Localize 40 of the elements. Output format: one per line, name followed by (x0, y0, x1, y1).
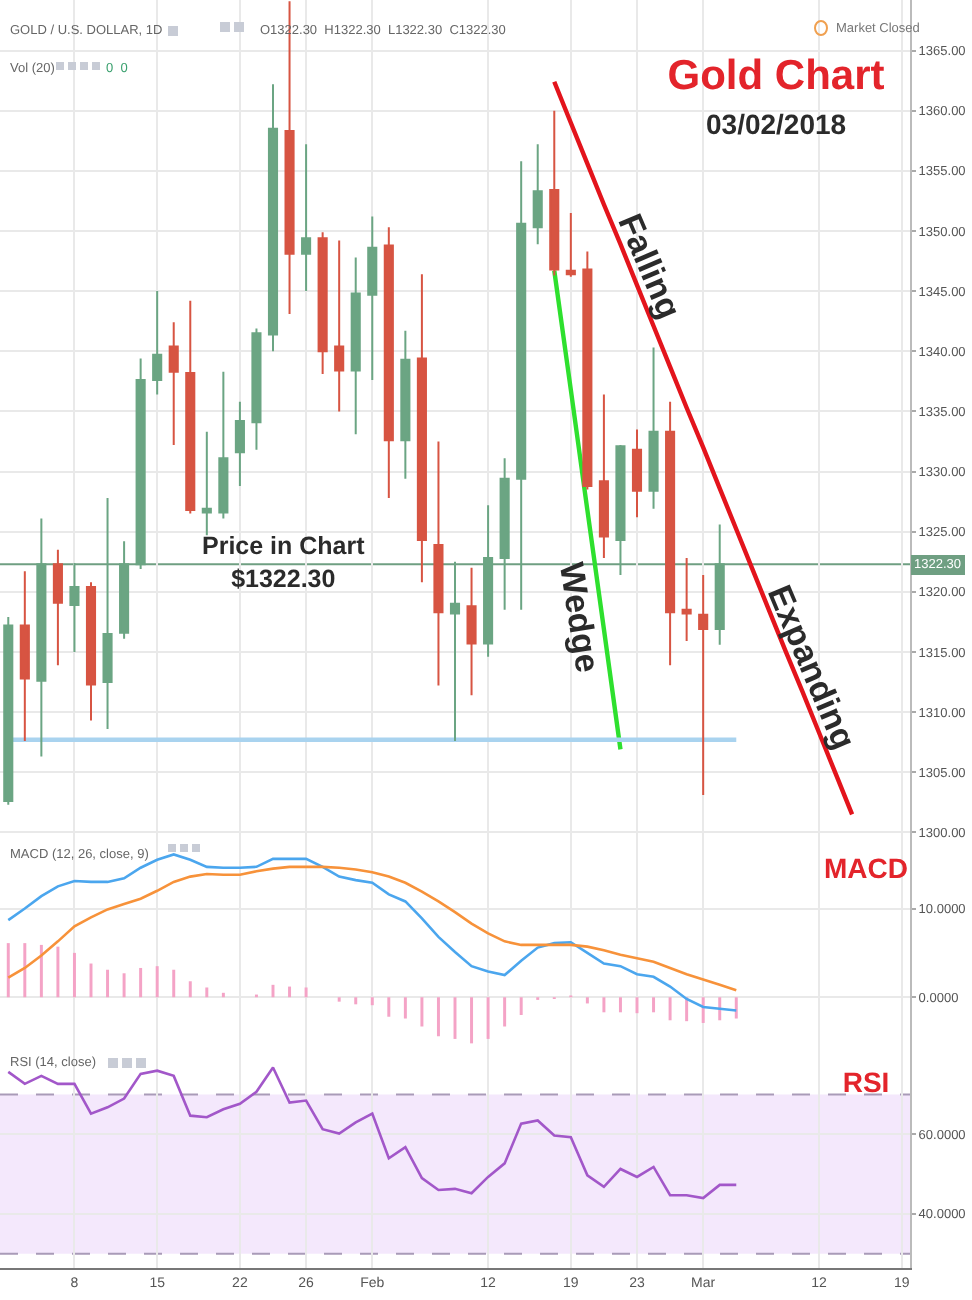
candlestick (648, 346, 659, 510)
candlestick (466, 566, 477, 697)
line-series (6, 865, 738, 992)
chart-title: MACD (824, 851, 908, 884)
candlestick (52, 548, 63, 667)
candlestick (681, 557, 692, 643)
candlestick (317, 231, 328, 376)
candlestick (383, 226, 394, 499)
text: Gold Chart (667, 52, 885, 99)
candlestick (19, 570, 30, 742)
candlestick (251, 327, 262, 451)
candlestick (400, 329, 411, 480)
candlestick (152, 290, 163, 396)
line-series (6, 1066, 738, 1200)
candlestick (665, 400, 676, 667)
candlestick (85, 581, 97, 722)
candlestick (201, 430, 212, 537)
candlestick (582, 250, 593, 491)
candlestick (168, 321, 179, 447)
candlestick (598, 393, 609, 560)
candlestick (267, 83, 279, 353)
chart-title: RSI (842, 1065, 890, 1098)
candlestick (698, 573, 709, 797)
annotation: Wedge (551, 559, 607, 676)
annotation: Price in Chart $1322.30 (202, 532, 367, 593)
candlestick (631, 428, 643, 519)
candlestick (3, 616, 14, 806)
candlestick (350, 256, 361, 436)
candlestick (433, 440, 444, 687)
candlestick (334, 239, 345, 413)
candlestick (532, 143, 543, 246)
candlestick (218, 370, 229, 520)
candlestick (565, 211, 576, 278)
candlestick (549, 109, 560, 277)
candlestick (367, 215, 378, 382)
candlestick (301, 143, 312, 293)
candlestick (185, 299, 196, 515)
candlestick (234, 400, 245, 487)
text: 03/02/2018 (706, 108, 847, 140)
candlestick (416, 273, 427, 584)
